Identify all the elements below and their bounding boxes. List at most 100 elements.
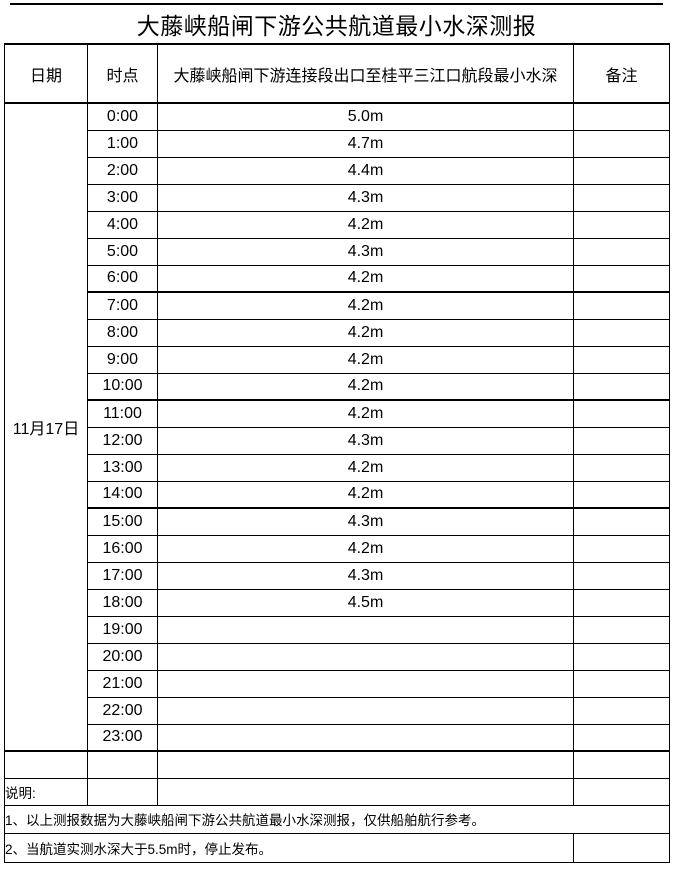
table-row: 6:00 4.2m (5, 264, 670, 293)
remark-cell (573, 534, 670, 563)
depth-cell: 4.2m (157, 480, 574, 509)
remark-cell (573, 832, 670, 863)
table-row: 2:00 4.4m (5, 156, 670, 185)
remark-cell (573, 102, 670, 131)
table-row: 22:00 (5, 696, 670, 725)
depth-cell: 4.4m (157, 156, 574, 185)
header-date: 日期 (4, 43, 88, 104)
time-cell: 22:00 (87, 696, 158, 725)
remark-cell (573, 183, 670, 212)
table-row: 9:00 4.2m (5, 345, 670, 374)
remark-cell (573, 264, 670, 293)
time-cell: 6:00 (87, 264, 158, 293)
time-cell: 14:00 (87, 480, 158, 509)
table-row: 7:00 4.2m (5, 291, 670, 320)
remark-cell (573, 723, 670, 752)
remark-cell (573, 777, 670, 806)
depth-cell: 4.2m (157, 318, 574, 347)
time-cell: 19:00 (87, 615, 158, 644)
remark-cell (573, 345, 670, 374)
time-cell: 16:00 (87, 534, 158, 563)
remark-cell (573, 237, 670, 266)
time-cell: 3:00 (87, 183, 158, 212)
remark-cell (573, 291, 670, 320)
remark-cell (573, 615, 670, 644)
remark-cell (573, 752, 670, 779)
table-row: 12:00 4.3m (5, 426, 670, 455)
time-cell: 13:00 (87, 453, 158, 482)
table-row: 18:00 4.5m (5, 588, 670, 617)
remark-cell (573, 156, 670, 185)
time-cell: 23:00 (87, 723, 158, 752)
time-cell: 10:00 (87, 372, 158, 401)
table-row: 20:00 (5, 642, 670, 671)
depth-report-table: 日期 时点 大藤峡船闸下游连接段出口至桂平三江口航段最小水深 备注 11月17日… (4, 43, 670, 752)
time-cell: 5:00 (87, 237, 158, 266)
depth-cell: 4.2m (157, 345, 574, 374)
remark-cell (573, 318, 670, 347)
depth-cell (157, 696, 574, 725)
depth-cell: 4.3m (157, 561, 574, 590)
table-row: 14:00 4.2m (5, 480, 670, 509)
depth-cell (157, 723, 574, 752)
time-cell: 11:00 (87, 399, 158, 428)
time-cell: 1:00 (87, 129, 158, 158)
note-text-2: 2、当航道实测水深大于5.5m时，停止发布。 (4, 832, 574, 863)
remark-cell (573, 372, 670, 401)
remark-cell (573, 480, 670, 509)
note-row-1: 1、以上测报数据为大藤峡船闸下游公共航道最小水深测报，仅供船舶航行参考。 (4, 804, 670, 834)
time-cell: 2:00 (87, 156, 158, 185)
time-cell: 12:00 (87, 426, 158, 455)
time-cell: 20:00 (87, 642, 158, 671)
depth-cell: 5.0m (157, 102, 574, 131)
remark-cell (573, 669, 670, 698)
remark-cell (573, 453, 670, 482)
empty-cell (4, 752, 88, 779)
table-row: 16:00 4.2m (5, 534, 670, 563)
table-row: 5:00 4.3m (5, 237, 670, 266)
remark-cell (573, 210, 670, 239)
depth-cell: 4.2m (157, 372, 574, 401)
depth-cell: 4.2m (157, 210, 574, 239)
table-row: 19:00 (5, 615, 670, 644)
empty-cell (87, 752, 158, 779)
depth-cell: 4.3m (157, 237, 574, 266)
time-cell: 4:00 (87, 210, 158, 239)
table-row: 11月17日 0:00 5.0m (4, 102, 670, 752)
header-row: 日期 时点 大藤峡船闸下游连接段出口至桂平三江口航段最小水深 备注 (4, 43, 670, 104)
notes-section: 说明: 1、以上测报数据为大藤峡船闸下游公共航道最小水深测报，仅供船舶航行参考。… (4, 752, 670, 863)
depth-cell: 4.7m (157, 129, 574, 158)
depth-cell (157, 642, 574, 671)
remark-cell (573, 588, 670, 617)
table-row: 23:00 (5, 723, 670, 752)
remark-cell (573, 561, 670, 590)
remark-cell (573, 642, 670, 671)
table-row: 13:00 4.2m (5, 453, 670, 482)
time-cell: 0:00 (87, 102, 158, 131)
table-row: 15:00 4.3m (5, 507, 670, 536)
table-row: 21:00 (5, 669, 670, 698)
depth-cell (157, 669, 574, 698)
depth-cell: 4.5m (157, 588, 574, 617)
header-remark: 备注 (573, 43, 670, 104)
empty-cell (157, 777, 574, 806)
empty-cell (87, 777, 158, 806)
depth-cell: 4.2m (157, 399, 574, 428)
time-cell: 18:00 (87, 588, 158, 617)
remark-cell (573, 507, 670, 536)
empty-cell (157, 752, 574, 779)
time-cell: 21:00 (87, 669, 158, 698)
table-row: 8:00 4.2m (5, 318, 670, 347)
depth-cell: 4.2m (157, 453, 574, 482)
spacer-row (4, 752, 670, 779)
time-cell: 8:00 (87, 318, 158, 347)
time-cell: 7:00 (87, 291, 158, 320)
table-row: 11:00 4.2m (5, 399, 670, 428)
depth-cell: 4.3m (157, 507, 574, 536)
header-depth: 大藤峡船闸下游连接段出口至桂平三江口航段最小水深 (157, 43, 574, 104)
notes-label: 说明: (4, 777, 88, 806)
time-cell: 15:00 (87, 507, 158, 536)
table-row: 3:00 4.3m (5, 183, 670, 212)
table-row: 4:00 4.2m (5, 210, 670, 239)
